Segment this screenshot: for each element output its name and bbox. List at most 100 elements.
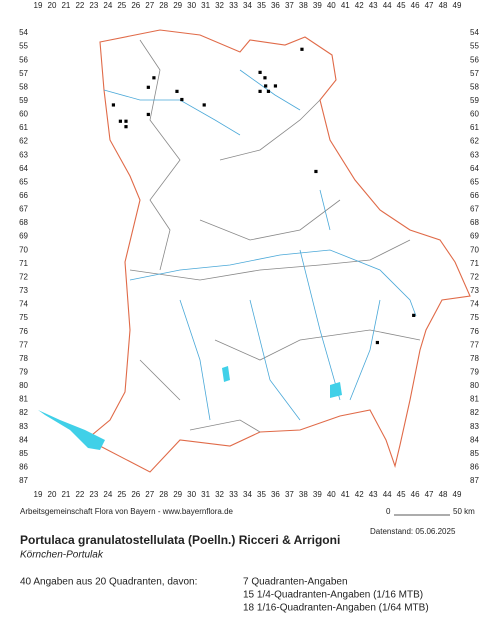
column-label: 49 <box>453 490 462 499</box>
row-label: 85 <box>19 449 28 458</box>
column-label: 38 <box>299 1 308 10</box>
summary: 40 Angaben aus 20 Quadranten, davon: <box>20 577 197 588</box>
column-label: 28 <box>159 490 168 499</box>
column-label: 30 <box>187 490 196 499</box>
occurrence-points <box>111 47 416 345</box>
row-label: 74 <box>470 300 479 309</box>
row-label: 87 <box>19 476 28 485</box>
column-label: 23 <box>89 1 98 10</box>
row-label: 80 <box>470 381 479 390</box>
rivers <box>103 69 417 421</box>
column-label: 35 <box>257 490 266 499</box>
row-label: 85 <box>470 449 479 458</box>
occurrence <box>412 313 416 317</box>
occurrence <box>146 85 150 89</box>
column-label: 47 <box>425 1 434 10</box>
row-label: 78 <box>19 354 28 363</box>
column-label: 29 <box>173 490 182 499</box>
column-label: 23 <box>89 490 98 499</box>
column-label: 34 <box>243 1 252 10</box>
row-label: 59 <box>19 96 28 105</box>
row-label: 65 <box>470 177 479 186</box>
column-label: 20 <box>48 1 57 10</box>
column-label: 36 <box>271 490 280 499</box>
column-label: 45 <box>397 1 406 10</box>
row-label: 82 <box>19 408 28 417</box>
occurrence <box>180 97 184 102</box>
column-label: 25 <box>117 1 126 10</box>
column-label: 37 <box>285 1 294 10</box>
column-label: 38 <box>299 490 308 499</box>
stat: 15 1/4-Quadranten-Angaben (1/16 MTB) <box>243 590 423 601</box>
occurrence <box>258 70 262 74</box>
row-label: 80 <box>19 381 28 390</box>
column-label: 44 <box>383 490 392 499</box>
column-label: 49 <box>453 1 462 10</box>
column-label: 47 <box>425 490 434 499</box>
column-label: 37 <box>285 490 294 499</box>
row-label: 83 <box>470 422 479 431</box>
row-label: 63 <box>470 150 479 159</box>
occurrence <box>300 47 304 51</box>
row-label: 72 <box>19 272 28 281</box>
row-label: 86 <box>470 463 479 472</box>
row-label: 58 <box>470 82 479 91</box>
column-label: 34 <box>243 490 252 499</box>
stat: 18 1/16-Quadranten-Angaben (1/64 MTB) <box>243 603 429 614</box>
row-label: 57 <box>19 69 28 78</box>
column-label: 20 <box>48 490 57 499</box>
row-label: 54 <box>470 28 479 37</box>
column-label: 22 <box>75 1 84 10</box>
row-label: 79 <box>19 368 28 377</box>
occurrence <box>146 112 150 117</box>
row-label: 70 <box>470 245 479 254</box>
occurrence <box>202 103 206 107</box>
row-label: 60 <box>19 110 28 119</box>
column-label: 19 <box>34 490 43 499</box>
column-label: 22 <box>75 490 84 499</box>
state-border <box>84 29 471 473</box>
title: Portulaca granulatostellulata (Poelln.) … <box>20 533 340 547</box>
row-label: 67 <box>19 205 28 214</box>
row-label: 71 <box>470 259 479 268</box>
row-label: 68 <box>19 218 28 227</box>
row-label: 73 <box>19 286 28 295</box>
occurrence <box>124 125 128 129</box>
row-label: 63 <box>19 150 28 159</box>
row-label: 83 <box>19 422 28 431</box>
occurrence <box>263 76 267 80</box>
occurrence <box>314 169 318 174</box>
column-label: 42 <box>355 1 364 10</box>
column-label: 21 <box>61 490 70 499</box>
column-label: 28 <box>159 1 168 10</box>
occurrence <box>264 84 268 88</box>
row-label: 64 <box>470 164 479 173</box>
footer: Arbeitsgemeinschaft Flora von Bayern - w… <box>20 507 475 614</box>
column-label: 44 <box>383 1 392 10</box>
row-label: 77 <box>470 340 479 349</box>
row-label: 71 <box>19 259 28 268</box>
row-label: 86 <box>19 463 28 472</box>
occurrence <box>258 89 262 93</box>
column-label: 42 <box>355 490 364 499</box>
column-label: 29 <box>173 1 182 10</box>
occurrence <box>152 76 156 80</box>
row-label: 59 <box>470 96 479 105</box>
column-label: 24 <box>103 490 112 499</box>
occurrence <box>266 89 271 93</box>
column-label: 45 <box>397 490 406 499</box>
scale-start: 0 <box>386 507 391 516</box>
row-label: 67 <box>470 205 479 214</box>
map-base <box>38 29 471 473</box>
date: Datenstand: 05.06.2025 <box>370 527 456 536</box>
row-label: 84 <box>19 435 28 444</box>
column-label: 48 <box>439 490 448 499</box>
row-label: 68 <box>470 218 479 227</box>
row-label: 81 <box>470 395 479 404</box>
column-label: 39 <box>313 490 322 499</box>
column-label: 27 <box>145 490 154 499</box>
column-label: 39 <box>313 1 322 10</box>
column-label: 26 <box>131 1 140 10</box>
